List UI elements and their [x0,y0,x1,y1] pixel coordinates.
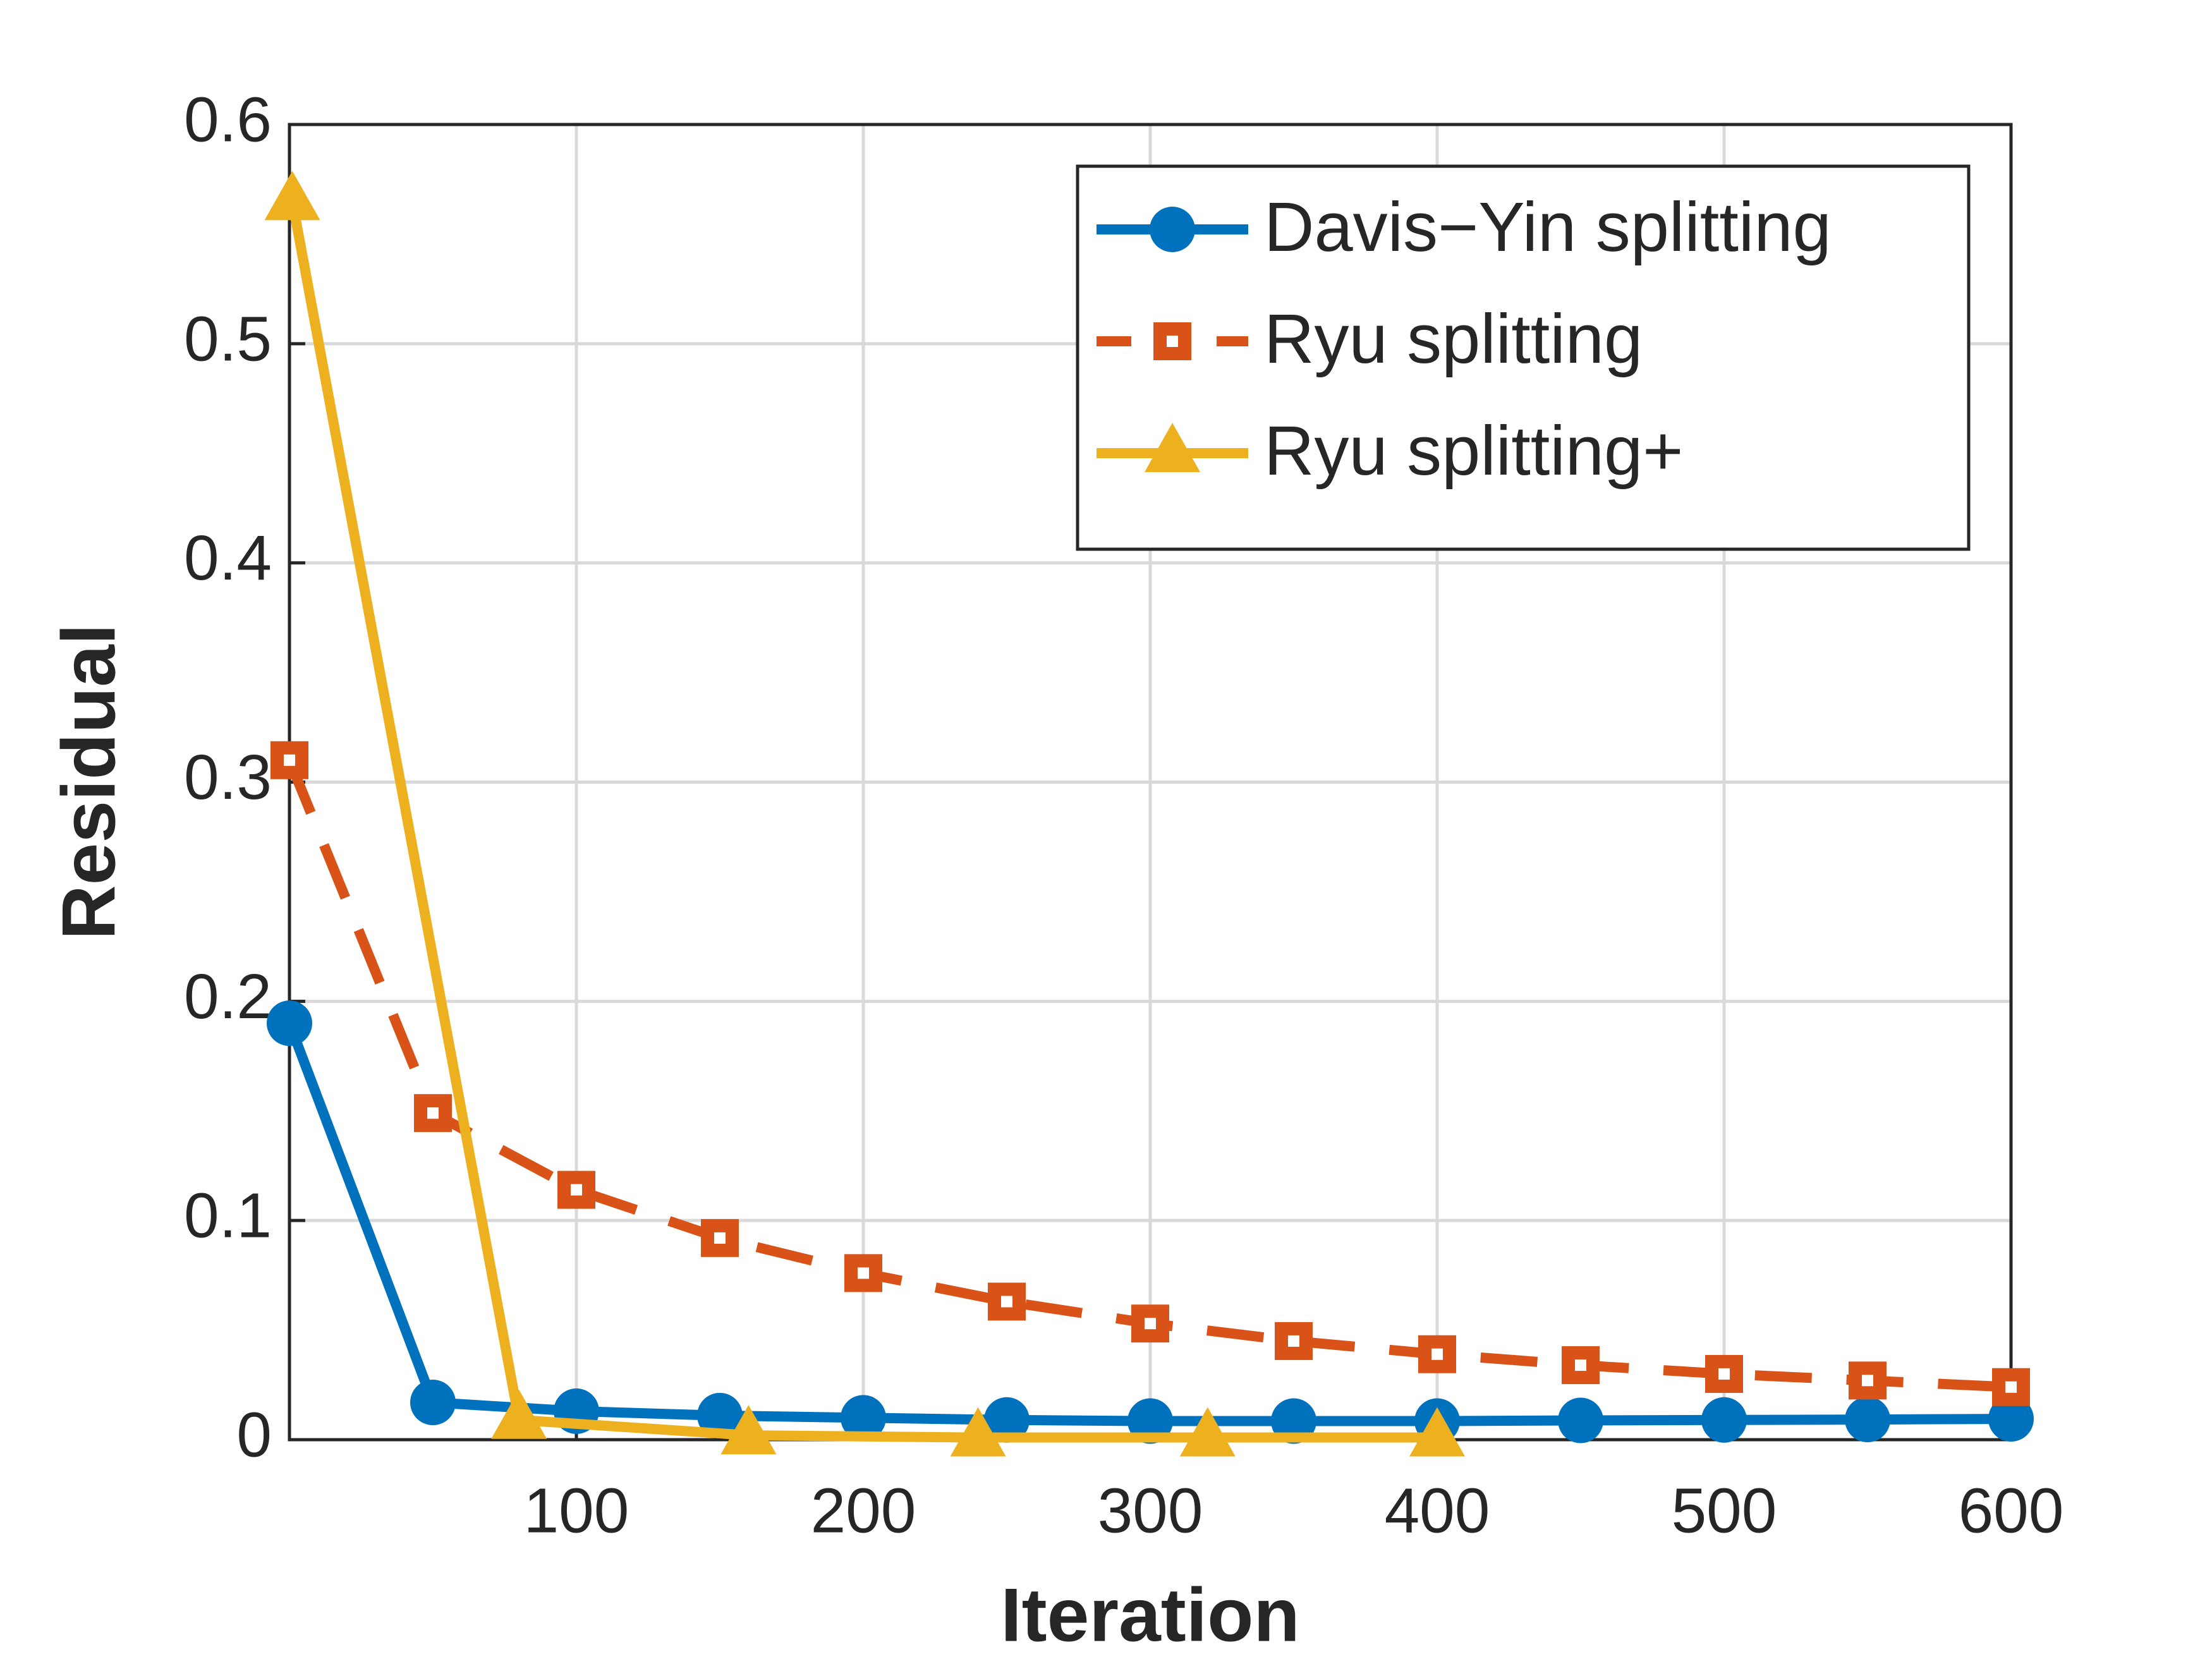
data-point-center [427,1107,439,1119]
data-point [1845,1397,1890,1443]
data-point [491,1389,547,1439]
data-point-center [1575,1359,1586,1371]
legend-marker-center [1167,336,1178,347]
data-point [1409,1407,1465,1457]
data-point [697,1392,743,1438]
x-tick-label: 400 [1385,1475,1490,1546]
data-point [1127,1398,1173,1444]
y-tick-label: 0.4 [184,523,272,593]
data-point [264,171,320,221]
y-tick-label: 0.2 [184,961,272,1032]
y-tick-label: 0.6 [184,84,272,155]
data-point-center [1001,1296,1012,1308]
data-point [410,1380,456,1426]
y-tick-label: 0.1 [184,1181,272,1251]
x-tick-label: 300 [1098,1475,1203,1546]
legend-label: Ryu splitting+ [1264,412,1683,490]
y-tick-label: 0 [236,1399,272,1470]
data-point-center [714,1232,726,1244]
data-point-center [1145,1318,1156,1330]
data-point [984,1397,1030,1443]
data-point-center [858,1267,869,1279]
data-point-center [2005,1381,2017,1393]
data-point [1271,1398,1316,1444]
data-point [950,1407,1006,1457]
data-point [1558,1397,1603,1443]
legend-marker [1150,207,1195,252]
data-point [1701,1397,1747,1443]
data-point-center [1431,1348,1443,1360]
legend-label: Davis−Yin splitting [1264,188,1832,266]
legend-marker [1145,423,1200,472]
data-point-center [284,754,295,766]
data-point-center [1862,1375,1873,1387]
data-point [720,1405,777,1455]
x-axis-label: Iteration [1000,1573,1299,1658]
data-point [841,1395,886,1441]
data-point-center [1288,1335,1299,1347]
data-point [267,1000,312,1047]
y-tick-label: 0.5 [184,303,272,374]
x-tick-label: 100 [524,1475,629,1546]
x-tick-label: 200 [811,1475,916,1546]
legend-label: Ryu splitting [1264,300,1643,378]
data-point-center [1718,1368,1730,1380]
x-tick-label: 600 [1959,1475,2064,1546]
series-line [287,200,1437,1443]
x-tick-label: 500 [1672,1475,1777,1546]
y-axis-label: Residual [47,624,131,940]
data-point [1179,1407,1236,1457]
y-tick-label: 0.3 [184,742,272,813]
data-point-center [571,1184,582,1196]
data-point [1988,1396,2034,1442]
